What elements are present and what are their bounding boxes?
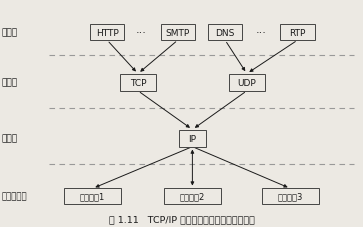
Bar [280,25,315,41]
Text: TCP: TCP [130,78,146,87]
Text: UDP: UDP [237,78,256,87]
Bar [262,189,319,204]
Bar [160,25,195,41]
Text: IP: IP [188,134,196,143]
Bar [179,130,206,147]
Bar [120,74,156,91]
Text: 网络接口1: 网络接口1 [80,192,105,201]
Bar [65,189,121,204]
Text: 网络接口层: 网络接口层 [2,192,28,201]
Text: DNS: DNS [215,28,235,37]
Text: ···: ··· [256,28,267,38]
Text: 网络接口2: 网络接口2 [180,192,205,201]
Bar [164,189,221,204]
Text: 应用层: 应用层 [2,28,18,37]
Text: 图 1.11   TCP/IP 的层次结构及各层的主要协议: 图 1.11 TCP/IP 的层次结构及各层的主要协议 [109,214,254,223]
Text: 网际层: 网际层 [2,134,18,143]
Text: 传输层: 传输层 [2,78,18,87]
Bar [90,25,124,41]
Text: 网络接口3: 网络接口3 [278,192,303,201]
Bar [229,74,265,91]
Text: SMTP: SMTP [166,28,190,37]
Text: ···: ··· [136,28,147,38]
Bar [208,25,242,41]
Text: RTP: RTP [289,28,306,37]
Text: HTTP: HTTP [96,28,118,37]
